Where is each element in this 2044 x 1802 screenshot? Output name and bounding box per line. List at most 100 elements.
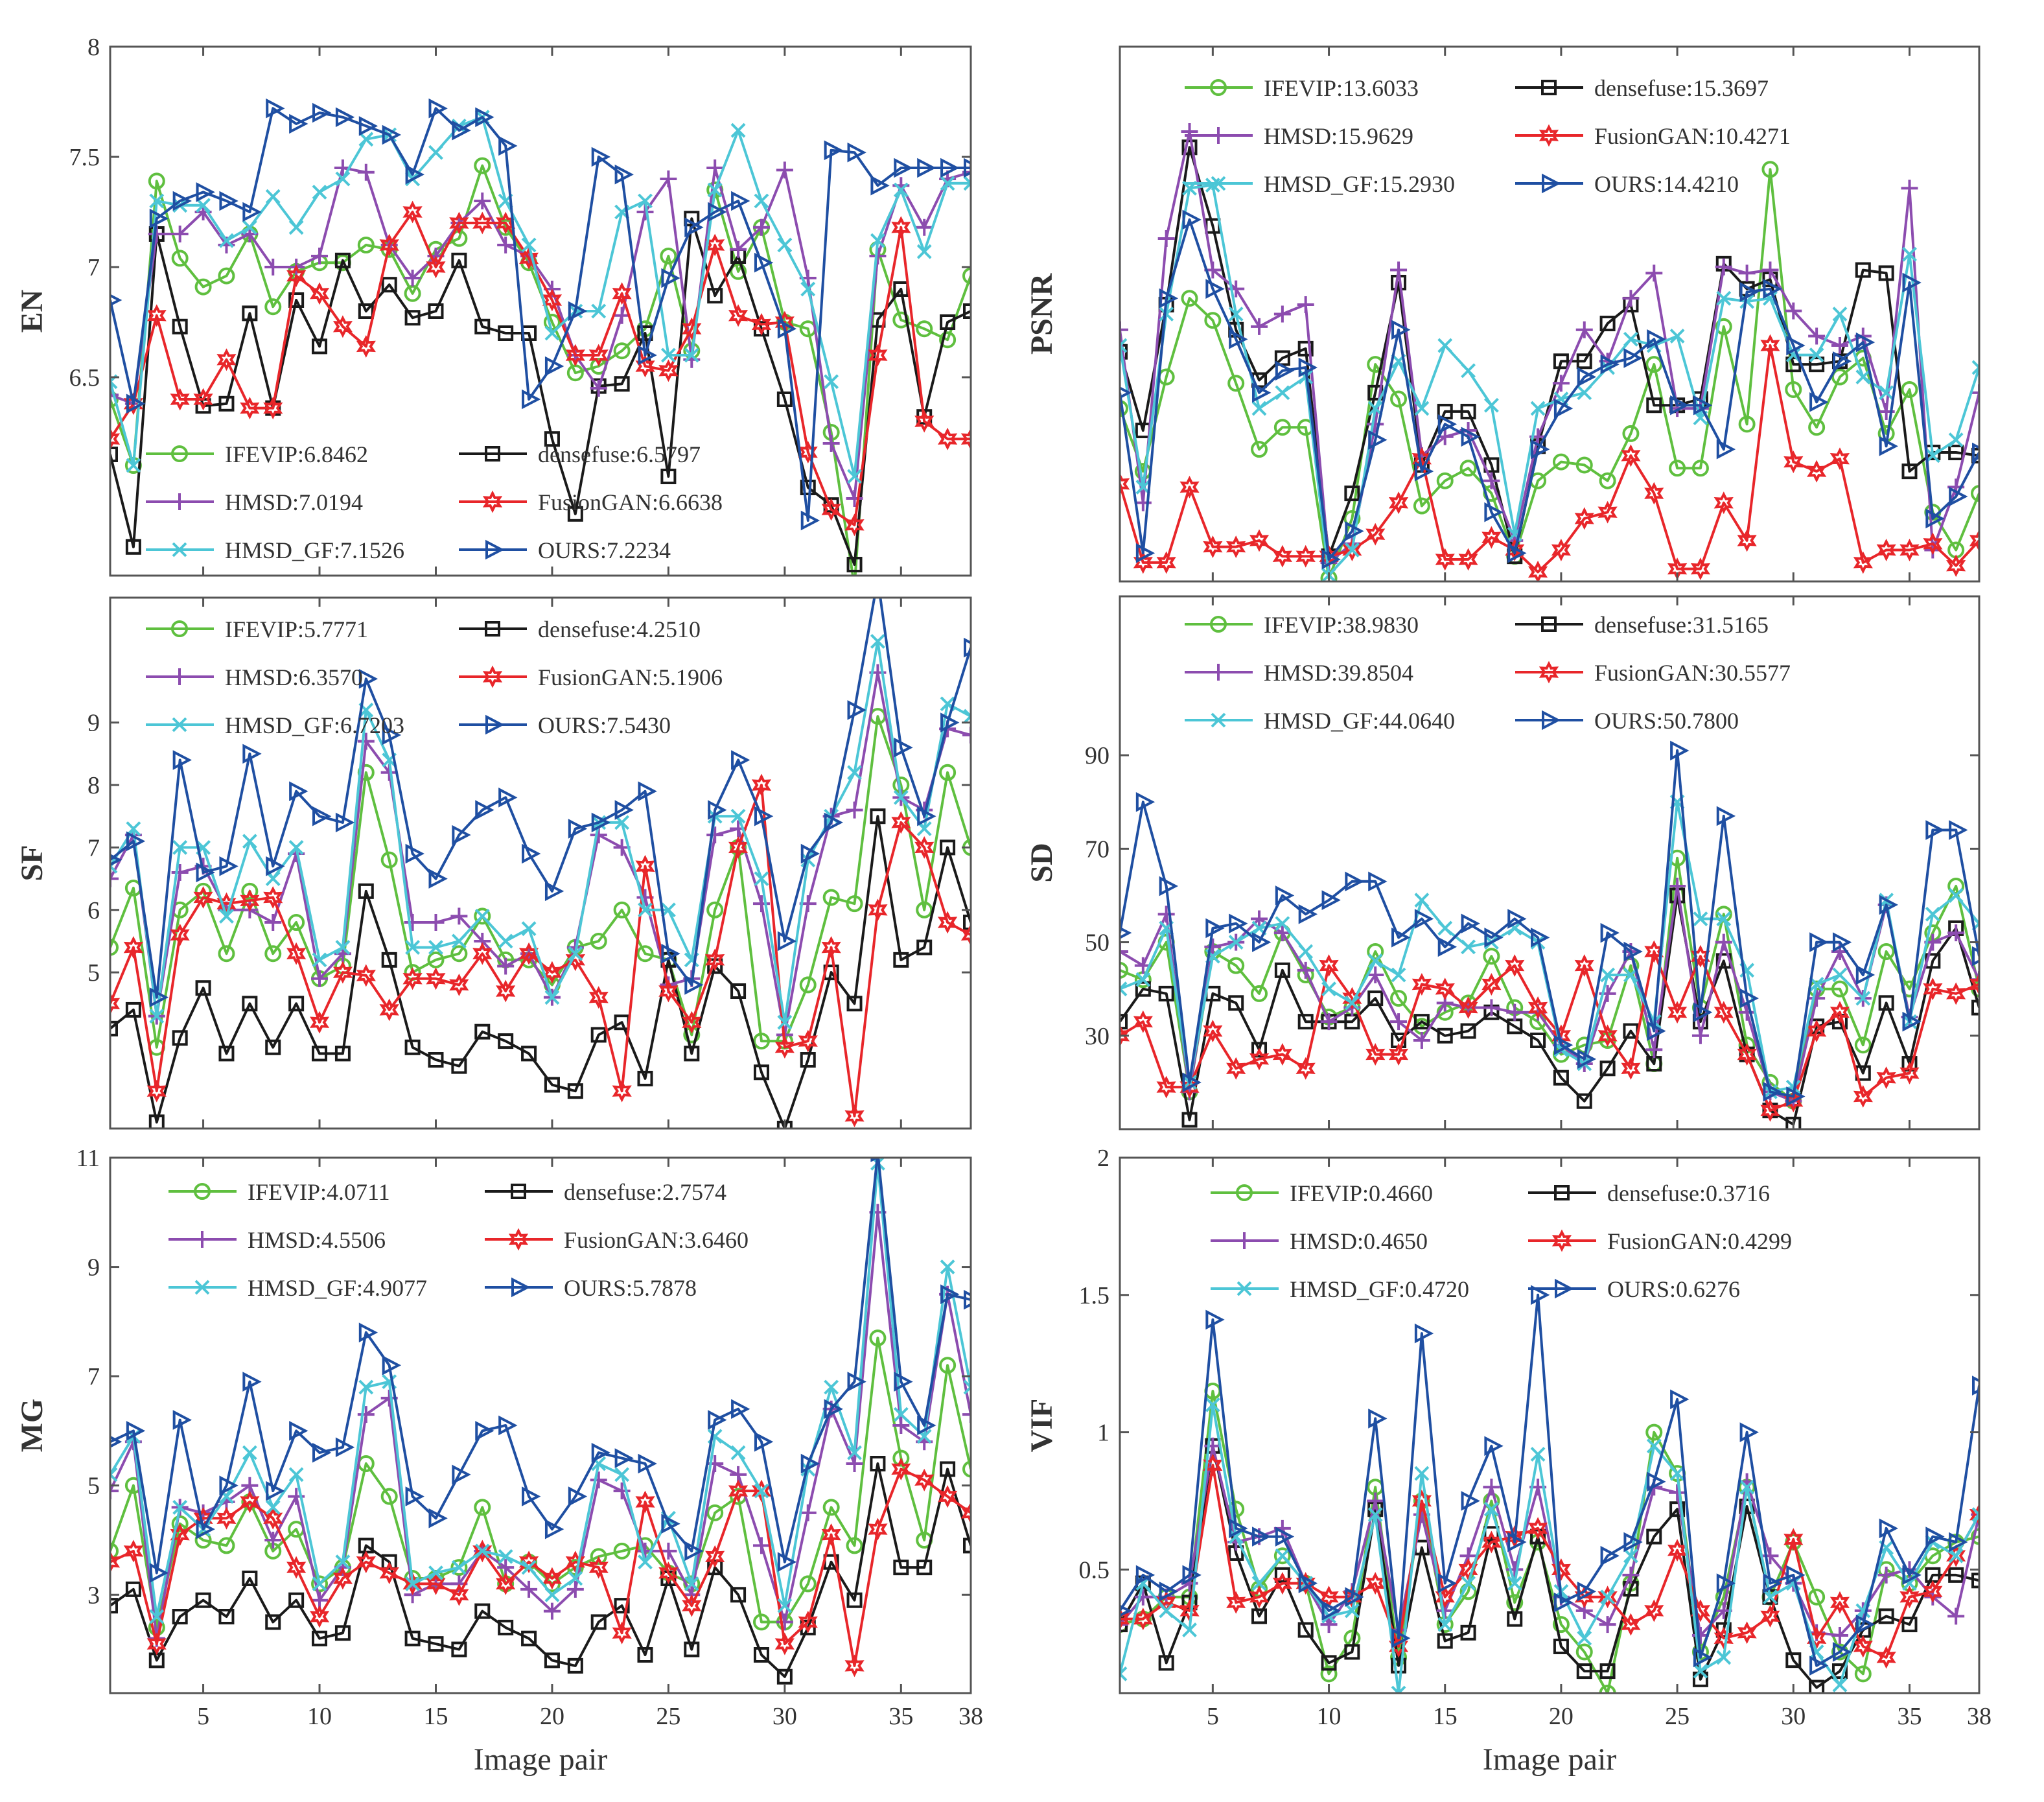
mg-point-FusionGAN-12 [356,1550,376,1574]
en-point-HMSD-27 [706,159,724,176]
sd-point-FusionGAN-7 [1249,1047,1270,1071]
sd-point-OURS-7 [1252,932,1272,952]
en-legend-marker-OURS [485,539,505,560]
en-legend-marker-IFEVIP [171,445,188,462]
sd-point-HMSD-18 [1506,1003,1524,1021]
psnr-point-FusionGAN-2 [1133,551,1153,574]
en-point-HMSD-18 [497,237,515,253]
vif-point-FusionGAN-36 [1923,1580,1943,1603]
psnr-legend-label-IFEVIP: IFEVIP:13.6033 [1264,75,1419,101]
mg-point-densefuse-15 [428,1636,444,1652]
vif-point-FusionGAN-28 [1737,1621,1757,1644]
mg-point-HMSD-29 [752,1537,770,1554]
en-point-OURS-15 [428,98,448,119]
psnr-point-OURS-19 [1531,439,1550,460]
sf-point-HMSD_GF-10 [312,952,327,968]
mg-point-FusionGAN-10 [309,1605,330,1628]
sd-point-FusionGAN-8 [1272,1043,1292,1066]
en-point-HMSD-4 [171,226,189,242]
vif-point-OURS-7 [1252,1527,1272,1547]
sf-point-FusionGAN-10 [309,1011,330,1034]
sf-point-FusionGAN-8 [263,886,283,909]
sf-point-densefuse-36 [916,939,933,955]
psnr-point-HMSD_GF-23 [1623,331,1638,347]
en-point-HMSD_GF-12 [358,132,374,147]
sd-point-OURS-2 [1135,791,1156,812]
vif-point-densefuse-16 [1460,1624,1476,1641]
vif-point-densefuse-32 [1831,1663,1848,1679]
sf-point-HMSD-29 [752,895,770,913]
sf-point-IFEVIP-1 [110,939,119,956]
sd-legend-marker-densefuse [1541,616,1557,632]
sd-point-FusionGAN-2 [1133,1010,1153,1033]
psnr-point-HMSD-38 [1971,384,1979,401]
vif-point-OURS-18 [1507,1532,1527,1552]
vif-point-FusionGAN-23 [1621,1613,1641,1636]
mg-point-OURS-18 [498,1415,518,1436]
sf-y-tick-label: 5 [87,959,100,987]
psnr-point-FusionGAN-6 [1226,535,1246,559]
vif-x-tick-label: 38 [1967,1703,1992,1730]
en-point-FusionGAN-3 [146,304,167,327]
mg-point-OURS-17 [475,1421,494,1441]
psnr-point-FusionGAN-13 [1388,491,1409,515]
vif-point-FusionGAN-18 [1505,1525,1525,1549]
vif-point-FusionGAN-20 [1551,1558,1572,1581]
sd-point-densefuse-9 [1297,1014,1314,1030]
sf-point-FusionGAN-15 [426,967,446,990]
en-point-OURS-17 [475,107,494,128]
vif-point-OURS-38 [1972,1375,1979,1396]
vif-point-HMSD_GF-23 [1623,1548,1638,1563]
vif-point-densefuse-35 [1901,1617,1918,1633]
en-legend-marker-HMSD_GF [172,542,187,557]
sd-point-IFEVIP-34 [1877,943,1895,960]
vif-y-tick-label: 0.5 [1079,1556,1110,1584]
mg-point-IFEVIP-22 [590,1548,607,1565]
sd-point-FusionGAN-32 [1829,1001,1850,1024]
sf-point-HMSD_GF-24 [638,902,653,918]
en-point-HMSD_GF-15 [428,145,443,160]
psnr-point-densefuse-11 [1344,486,1360,502]
psnr-point-IFEVIP-4 [1181,290,1198,307]
sd-point-FusionGAN-6 [1226,1057,1246,1080]
mg-point-OURS-22 [591,1442,611,1463]
en-point-HMSD_GF-28 [730,123,746,138]
psnr-point-OURS-2 [1135,543,1156,563]
sf-point-densefuse-4 [172,1030,188,1046]
sd-point-HMSD_GF-2 [1135,972,1151,987]
vif-legend-label-FusionGAN: FusionGAN:0.4299 [1607,1228,1792,1254]
vif-point-FusionGAN-29 [1760,1604,1780,1628]
vif-point-OURS-33 [1855,1614,1876,1635]
mg-point-HMSD_GF-14 [405,1576,421,1591]
mg-y-axis-label: MG [15,1399,49,1453]
psnr-point-OURS-11 [1345,521,1364,541]
mg-point-OURS-30 [777,1552,797,1573]
sd-point-HMSD-8 [1273,924,1291,942]
sf-point-IFEVIP-7 [241,882,259,900]
sf-point-densefuse-5 [195,980,211,996]
mg-point-FusionGAN-37 [937,1485,958,1508]
en-point-IFEVIP-6 [218,267,235,285]
sf-point-OURS-32 [824,812,843,833]
sd-point-densefuse-8 [1274,962,1290,978]
vif-x-tick-label: 5 [1207,1703,1219,1730]
en-point-densefuse-9 [288,292,305,308]
vif-y-tick-label: 2 [1097,1145,1109,1172]
sd-point-OURS-9 [1298,904,1318,924]
en-point-OURS-1 [110,294,122,307]
sf-point-densefuse-18 [498,1033,514,1049]
en-point-OURS-37 [940,158,960,178]
en-point-HMSD_GF-10 [312,184,327,200]
sd-point-HMSD_GF-22 [1600,967,1616,983]
sd-point-FusionGAN-34 [1876,1066,1896,1090]
vif-legend-marker-densefuse [1554,1185,1570,1200]
sf-point-OURS-3 [149,987,169,1007]
psnr-point-IFEVIP-38 [1971,485,1979,502]
sd-point-OURS-23 [1623,941,1643,962]
vif-legend-marker-HMSD_GF [1237,1281,1252,1296]
psnr-point-OURS-27 [1716,439,1736,460]
sd-point-HMSD_GF-31 [1809,977,1824,992]
chart-panel-sf: 5 6 7 8 9 SF IFEVIP:5.7771 densefuse:4.2510 HMSD… [15,596,972,1130]
vif-point-HMSD-17 [1483,1479,1500,1496]
mg-point-HMSD-20 [543,1602,561,1620]
